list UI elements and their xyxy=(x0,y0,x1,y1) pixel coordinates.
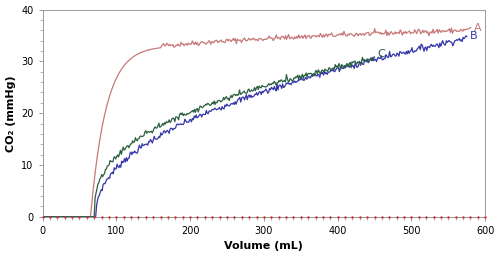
Text: B: B xyxy=(470,31,478,41)
Y-axis label: CO₂ (mmHg): CO₂ (mmHg) xyxy=(6,75,16,152)
Text: A: A xyxy=(474,23,481,33)
Text: C: C xyxy=(378,49,386,59)
X-axis label: Volume (mL): Volume (mL) xyxy=(224,241,304,251)
